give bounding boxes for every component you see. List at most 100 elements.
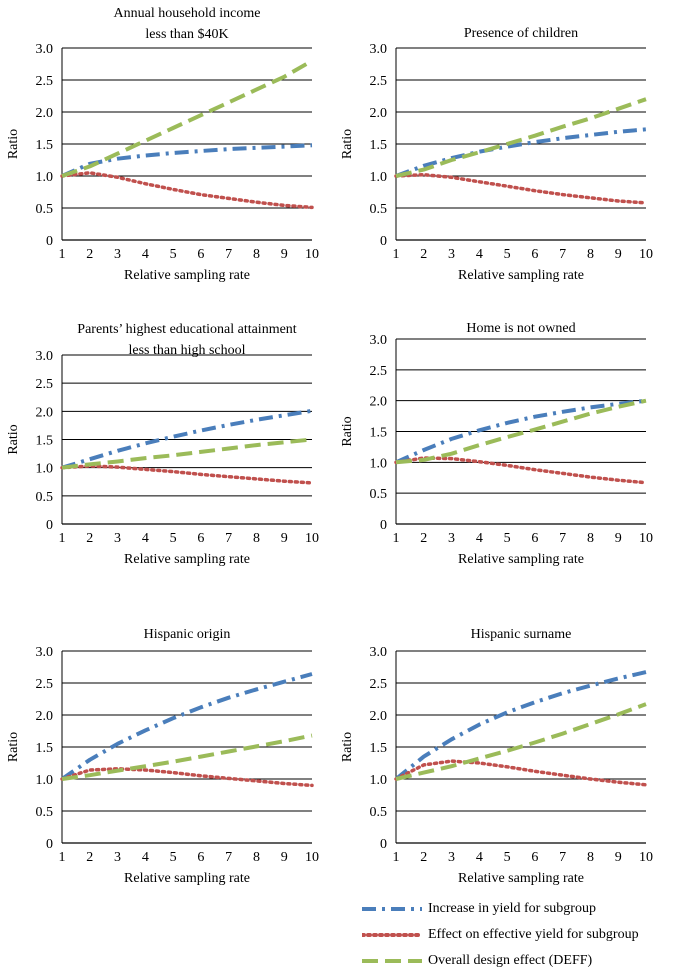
- y-tick-label: 0.5: [36, 490, 54, 505]
- y-tick-label: 0.5: [370, 487, 388, 502]
- y-tick-label: 0: [380, 837, 387, 852]
- series-line-deff: [61, 437, 313, 470]
- x-tick-label: 8: [587, 531, 594, 546]
- x-tick-label: 2: [420, 531, 427, 546]
- series-line-effective-yield: [394, 456, 648, 485]
- y-tick-label: 2.0: [370, 395, 388, 410]
- x-tick-label: 2: [86, 850, 93, 865]
- x-tick-label: 1: [59, 531, 66, 546]
- x-tick-label: 5: [170, 850, 177, 865]
- x-tick-label: 4: [142, 247, 149, 262]
- x-tick-label: 4: [142, 531, 149, 546]
- y-axis-label: Ratio: [6, 732, 21, 762]
- legend-item-increase-yield: Increase in yield for subgroup: [362, 896, 678, 922]
- y-tick-label: 1.5: [370, 426, 388, 441]
- x-tick-label: 1: [393, 531, 400, 546]
- y-tick-label: 0.5: [370, 202, 388, 217]
- y-axis-label: Ratio: [340, 416, 355, 446]
- chart-panel: Parents’ highest educational attainment l…: [6, 322, 319, 567]
- y-tick-label: 2.0: [36, 709, 54, 724]
- chart-title: Parents’ highest educational attainment: [77, 322, 297, 337]
- x-tick-label: 10: [639, 531, 653, 546]
- y-tick-label: 1.5: [36, 741, 54, 756]
- y-tick-label: 3.0: [370, 42, 388, 57]
- series-line-deff: [395, 97, 647, 178]
- x-tick-label: 5: [504, 247, 511, 262]
- legend: Increase in yield for subgroup Effect on…: [362, 896, 678, 974]
- series-line-deff: [61, 733, 313, 781]
- dashed-line-icon: [362, 959, 422, 963]
- x-axis-label: Relative sampling rate: [124, 552, 250, 567]
- x-tick-label: 9: [615, 850, 622, 865]
- x-tick-label: 8: [253, 531, 260, 546]
- legend-label: Effect on effective yield for subgroup: [428, 927, 639, 942]
- chart-panel: Hispanic surname 0 0.5 1.0 1.5 2.0 2.5 3.0 1 2 3 4 5…: [340, 627, 653, 886]
- x-tick-label: 2: [86, 531, 93, 546]
- chart-panel: Presence of children 0 0.5 1.0 1.5 2.0 2.5 3.0 1…: [340, 26, 653, 283]
- y-axis-label: Ratio: [6, 424, 21, 454]
- x-tick-label: 8: [253, 850, 260, 865]
- x-tick-label: 7: [559, 850, 566, 865]
- x-tick-label: 5: [504, 531, 511, 546]
- chart-title: Annual household income: [114, 6, 261, 21]
- series-line-deff: [395, 702, 647, 781]
- x-axis-label: Relative sampling rate: [458, 871, 584, 886]
- series-line-effective-yield: [394, 759, 648, 787]
- x-tick-label: 4: [476, 850, 483, 865]
- chart-title: less than $40K: [145, 27, 228, 42]
- series-line-deff: [395, 398, 647, 465]
- x-tick-label: 6: [531, 850, 538, 865]
- x-tick-label: 9: [615, 247, 622, 262]
- legend-item-deff: Overall design effect (DEFF): [362, 948, 678, 974]
- x-tick-label: 3: [448, 247, 455, 262]
- chart-panel: Hispanic origin 0 0.5 1.0 1.5 2.0 2.5 3.0 1 2 3 4 5 6…: [6, 627, 319, 886]
- y-tick-label: 1.0: [370, 170, 388, 185]
- x-tick-label: 2: [86, 247, 93, 262]
- chart-panel: Annual household income less than $40K 0 0.…: [6, 6, 319, 283]
- x-tick-label: 6: [197, 247, 204, 262]
- y-axis-label: Ratio: [340, 129, 355, 159]
- legend-label: Overall design effect (DEFF): [428, 953, 593, 968]
- y-tick-label: 3.0: [370, 333, 388, 348]
- x-tick-label: 3: [114, 247, 121, 262]
- y-tick-label: 3.0: [36, 42, 54, 57]
- x-tick-label: 9: [281, 850, 288, 865]
- x-tick-label: 6: [531, 531, 538, 546]
- series-line-effective-yield: [394, 172, 648, 205]
- x-tick-label: 6: [197, 850, 204, 865]
- chart-panel: Home is not owned 0 0.5 1.0 1.5 2.0 2.5 3.0 1 2 3 4…: [340, 321, 653, 567]
- y-axis-label: Ratio: [340, 732, 355, 762]
- y-tick-label: 2.0: [36, 106, 54, 121]
- x-axis-label: Relative sampling rate: [458, 268, 584, 283]
- x-tick-label: 5: [170, 247, 177, 262]
- y-tick-label: 2.5: [370, 677, 388, 692]
- y-tick-label: 0: [46, 837, 53, 852]
- y-tick-label: 0.5: [36, 202, 54, 217]
- x-tick-label: 3: [448, 850, 455, 865]
- y-tick-label: 1.0: [36, 462, 54, 477]
- chart-title: Home is not owned: [466, 321, 575, 336]
- x-tick-label: 9: [615, 531, 622, 546]
- chart-title: Hispanic origin: [144, 627, 231, 642]
- x-tick-label: 1: [59, 850, 66, 865]
- y-tick-label: 2.5: [36, 677, 54, 692]
- x-tick-label: 10: [639, 850, 653, 865]
- series-line-increase-yield: [60, 672, 313, 781]
- x-tick-label: 7: [559, 247, 566, 262]
- x-tick-label: 10: [639, 247, 653, 262]
- series-line-increase-yield: [395, 127, 647, 178]
- x-tick-label: 3: [114, 850, 121, 865]
- y-tick-label: 0.5: [36, 805, 54, 820]
- x-tick-label: 6: [531, 247, 538, 262]
- x-tick-label: 2: [420, 247, 427, 262]
- y-tick-label: 3.0: [36, 349, 54, 364]
- y-tick-label: 1.0: [36, 773, 54, 788]
- series-line-increase-yield: [395, 398, 647, 465]
- y-tick-label: 2.0: [370, 709, 388, 724]
- x-tick-label: 1: [393, 850, 400, 865]
- x-tick-label: 9: [281, 247, 288, 262]
- x-tick-label: 8: [253, 247, 260, 262]
- x-tick-label: 7: [225, 247, 232, 262]
- chart-title: Hispanic surname: [471, 627, 572, 642]
- x-tick-label: 10: [305, 850, 319, 865]
